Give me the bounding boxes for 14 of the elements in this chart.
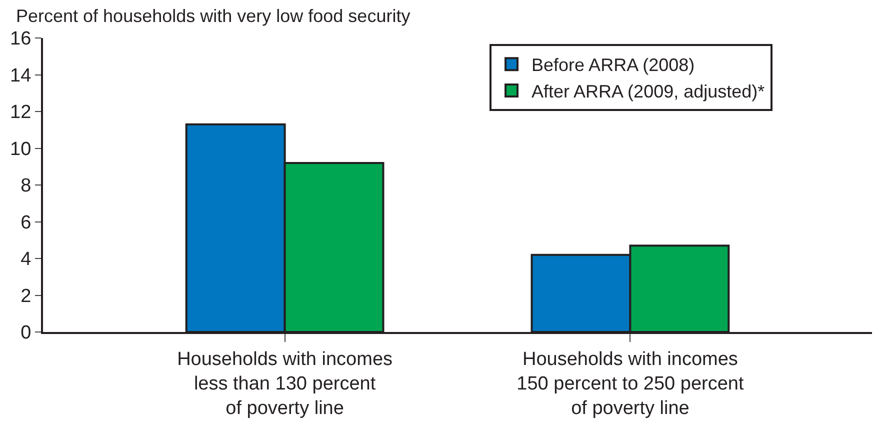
y-tick-label: 2	[20, 286, 32, 307]
y-axis-title: Percent of households with very low food security	[16, 6, 410, 26]
y-tick-label: 10	[10, 138, 32, 160]
x-tick-label: Households with incomes 150 percent to 250 percent of poverty line	[516, 348, 744, 420]
y-tick-label: 12	[10, 102, 32, 124]
y-tick-label: 8	[20, 176, 32, 197]
legend-label: After ARRA (2009, adjusted)*	[532, 82, 765, 102]
y-tick-label: 0	[20, 322, 32, 344]
y-tick-label: 14	[10, 65, 32, 86]
y-tick-label: 16	[10, 28, 32, 50]
x-tick-label: Households with incomes less than 130 percent of poverty line	[177, 348, 393, 420]
y-tick-label: 6	[20, 212, 32, 234]
legend-label: Before ARRA (2008)	[532, 55, 695, 76]
y-tick-label: 4	[20, 249, 32, 270]
